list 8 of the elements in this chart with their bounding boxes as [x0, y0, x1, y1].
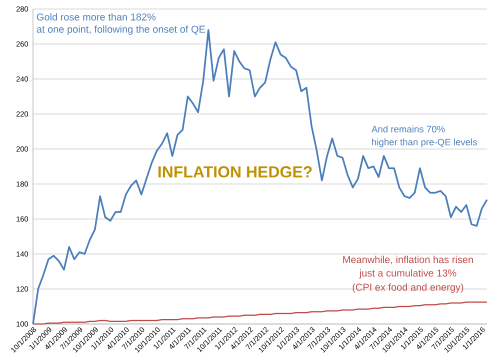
annotation: at one point, following the onset of QE: [36, 25, 205, 35]
annotation: Meanwhile, inflation has risen: [343, 256, 473, 264]
annotation: Gold rose more than 182%: [36, 13, 156, 21]
annotation: And remains 70%: [372, 126, 445, 132]
annotation: (CPI ex food and energy): [352, 283, 464, 293]
annotation: just a cumulative 13%: [359, 269, 456, 279]
annotation: higher than pre-QE levels: [372, 138, 477, 148]
annotation: INFLATION HEDGE?: [158, 166, 312, 178]
